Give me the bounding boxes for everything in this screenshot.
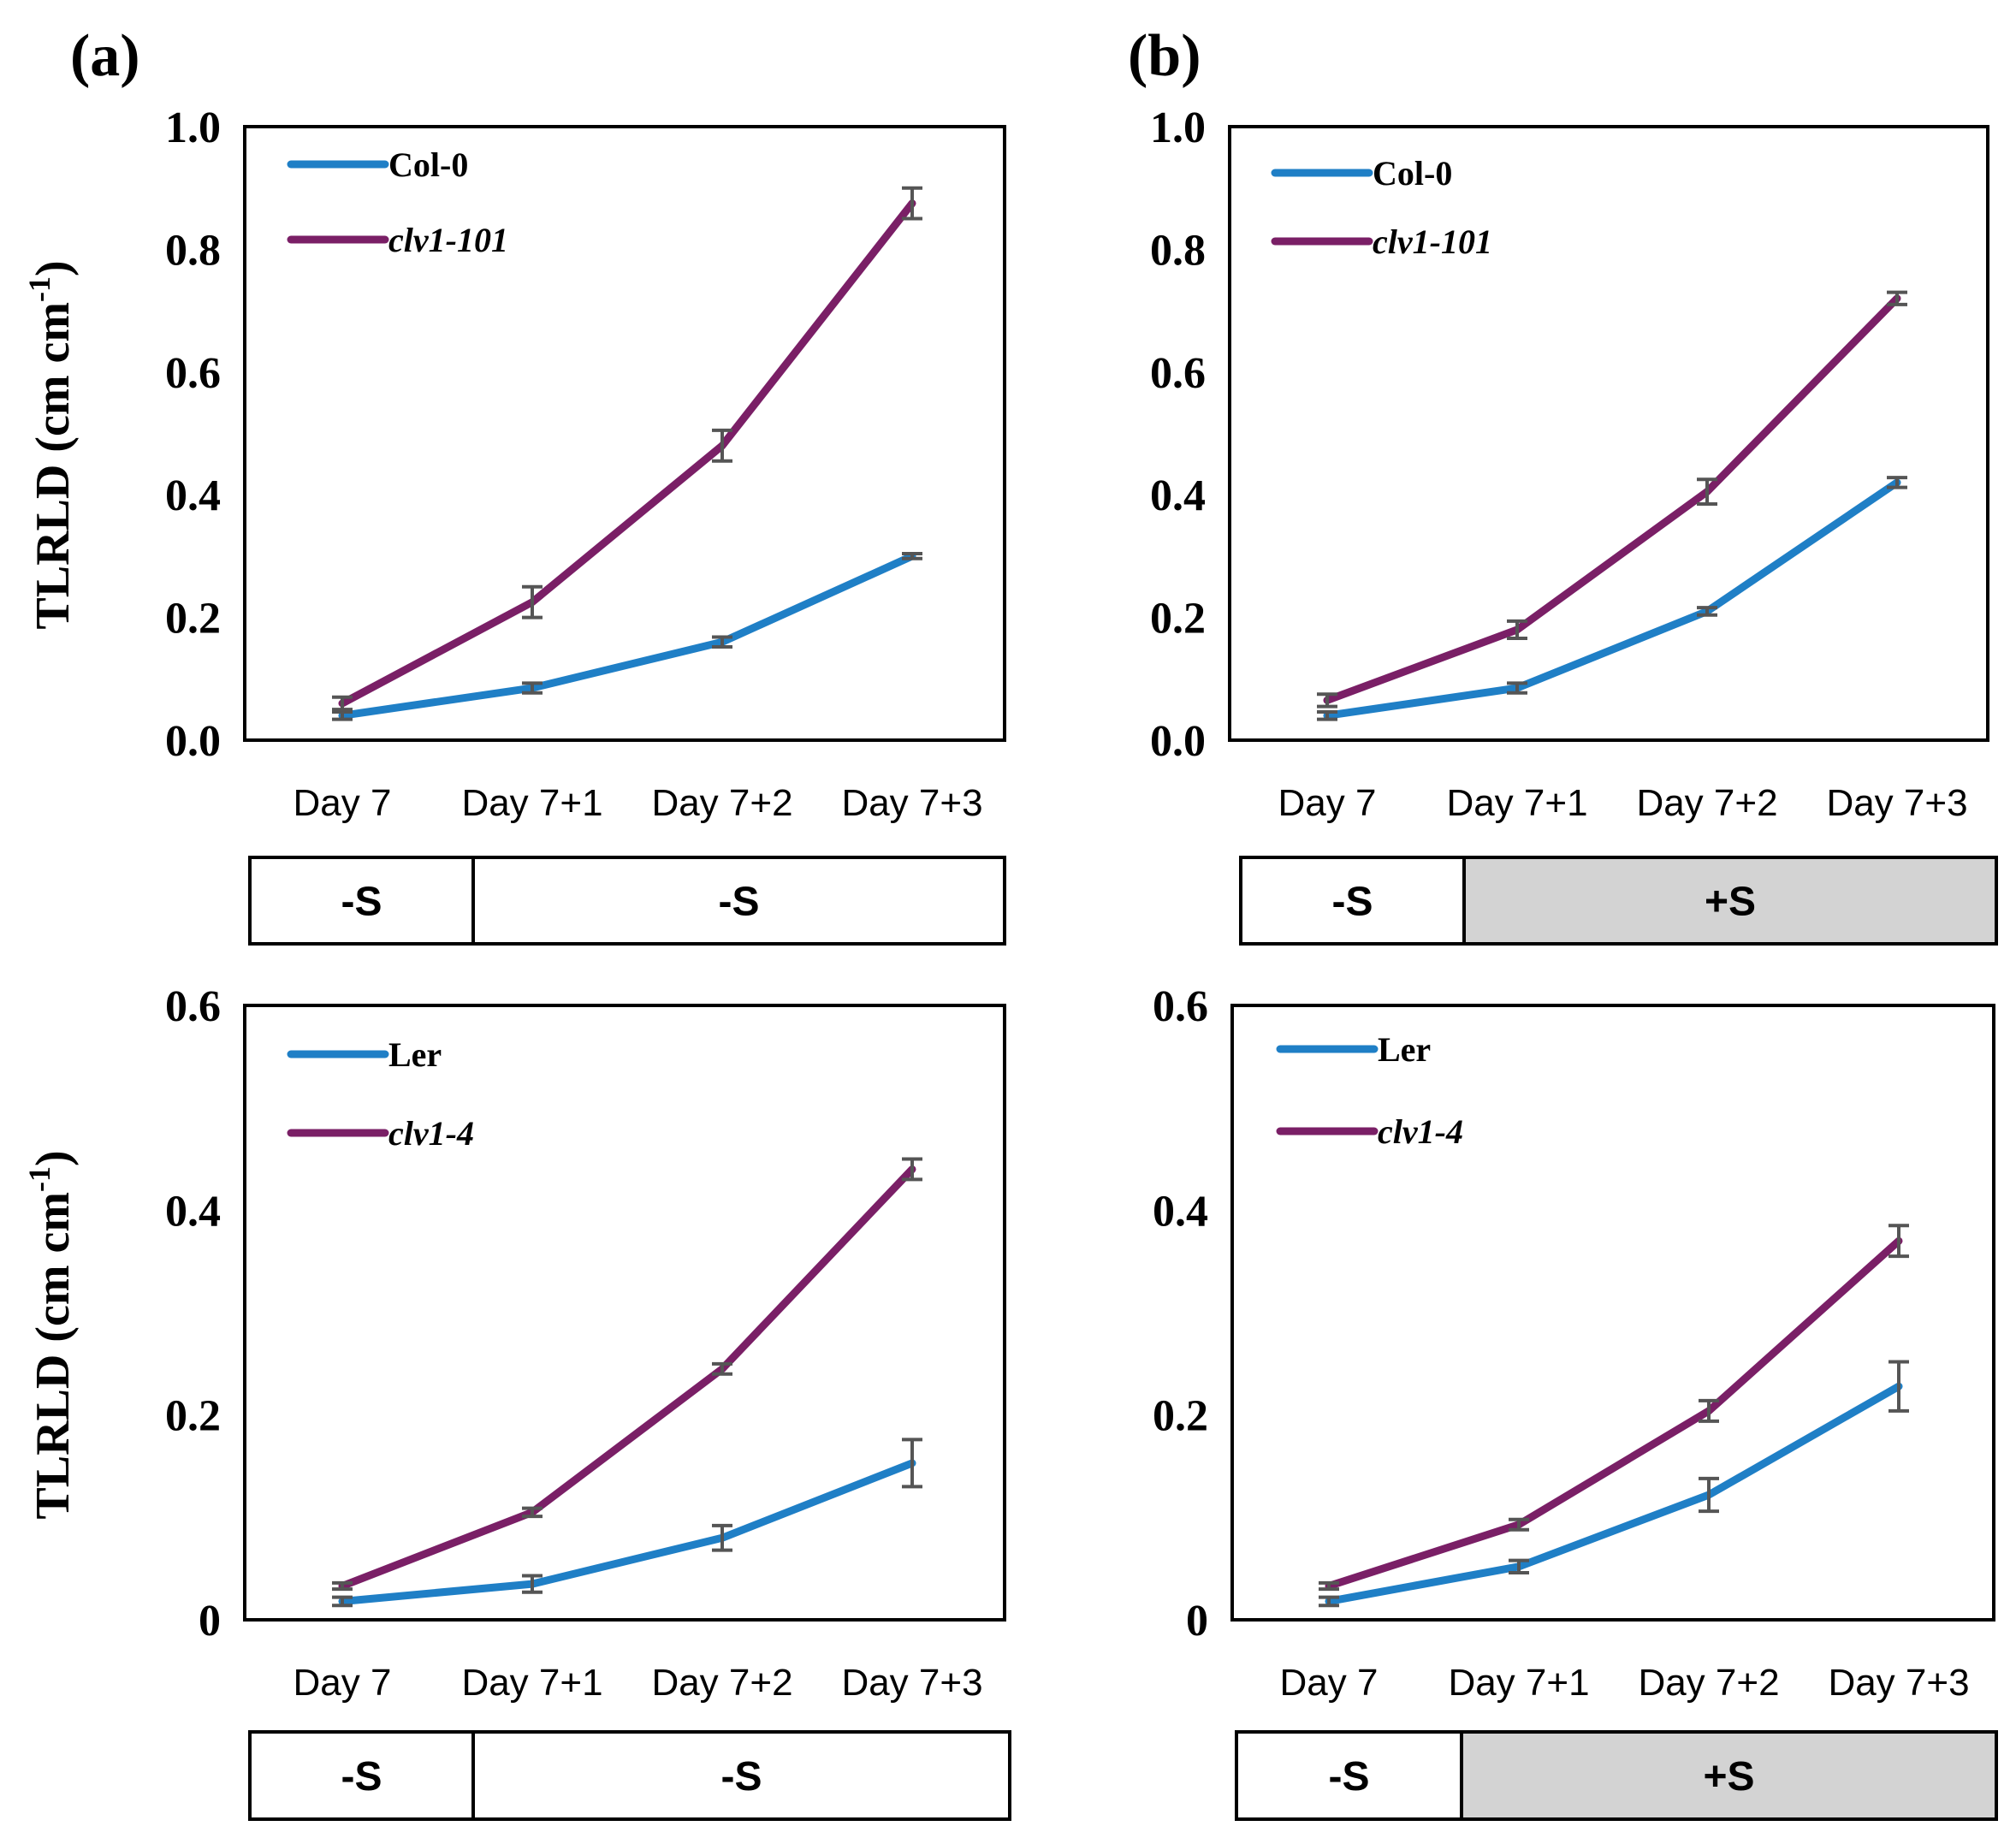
treatment-cell-2 — [471, 856, 1006, 946]
x-tick-label: Day 7+2 — [1638, 1662, 1779, 1704]
legend-label-clv1-4: clv1-4 — [388, 1114, 474, 1153]
legend-label-clv1-101: clv1-101 — [1373, 222, 1492, 261]
x-tick-label: Day 7+1 — [461, 1662, 602, 1704]
treatment-label-2: -S — [721, 1754, 762, 1799]
treatment-cell-1 — [248, 856, 475, 946]
x-tick-label: Day 7 — [1278, 782, 1377, 824]
y-tick-label: 0.2 — [1153, 1392, 1208, 1441]
y-tick-label: 0.0 — [1150, 717, 1206, 766]
treatment-label-1: -S — [1329, 1754, 1370, 1799]
series-line-clv1-4 — [1325, 1236, 1903, 1591]
panel-label-a: (a) — [70, 23, 140, 89]
chart-bottom-left: 0 0.2 0.4 0.6 Day 7 Day 7+1 Day 7+2 Day 7+3 Ler c… — [165, 982, 1011, 1821]
series-line-clv1-4 — [338, 1165, 916, 1591]
treatment-label-2: +S — [1703, 1754, 1754, 1799]
treatment-label-2: -S — [719, 880, 760, 925]
x-tick-label: Day 7+2 — [1636, 782, 1777, 824]
treatment-cell-1 — [1235, 1730, 1463, 1821]
treatment-label-1: -S — [1332, 880, 1373, 925]
plot-frame — [1230, 1004, 1995, 1622]
treatment-cell-2 — [1460, 1730, 1998, 1821]
x-tick-label: Day 7+1 — [461, 782, 602, 824]
y-tick-label: 0.4 — [165, 1187, 221, 1236]
legend-label-clv1-4: clv1-4 — [1378, 1112, 1463, 1151]
x-tick-label: Day 7+3 — [841, 782, 982, 824]
plot-frame — [243, 1004, 1006, 1622]
chart-bottom-right: 0 0.2 0.4 0.6 Day 7 Day 7+1 Day 7+2 Day 7+3 Ler c… — [1153, 982, 1998, 1821]
y-tick-label: 0.4 — [165, 471, 221, 520]
y-tick-label: 1.0 — [1150, 104, 1206, 152]
y-tick-label: 1.0 — [165, 104, 221, 152]
y-tick-label: 0.6 — [165, 349, 221, 398]
series-line-clv1-101 — [1323, 294, 1901, 704]
legend-label-Col-0: Col-0 — [1373, 154, 1452, 193]
legend-label-Col-0: Col-0 — [388, 145, 468, 184]
y-tick-label: 0.4 — [1153, 1187, 1208, 1236]
panel-label-b: (b) — [1128, 23, 1201, 89]
y-tick-label: 0.2 — [165, 1392, 221, 1441]
legend-label-Ler: Ler — [1378, 1030, 1431, 1069]
y-tick-label: 0.4 — [1150, 471, 1206, 520]
x-tick-label: Day 7+1 — [1448, 1662, 1589, 1704]
treatment-cell-1 — [248, 1730, 475, 1821]
x-tick-label: Day 7+3 — [1828, 1662, 1969, 1704]
treatment-label-2: +S — [1705, 880, 1756, 925]
series-line-Col-0 — [338, 552, 916, 720]
treatment-cell-2 — [1462, 856, 1998, 946]
x-tick-label: Day 7+2 — [651, 1662, 792, 1704]
y-tick-label: 0.2 — [1150, 595, 1206, 643]
x-tick-label: Day 7+1 — [1446, 782, 1587, 824]
series-line-clv1-101 — [338, 199, 916, 708]
x-tick-label: Day 7 — [294, 782, 392, 824]
x-tick-label: Day 7 — [294, 1662, 392, 1704]
y-axis-title-top: TLRLD (cm cm-1) — [22, 260, 80, 629]
legend-label-Ler: Ler — [388, 1035, 442, 1074]
plot-frame — [1228, 125, 1989, 742]
y-tick-label: 0.6 — [165, 982, 221, 1031]
y-tick-label: 0.6 — [1153, 982, 1208, 1031]
x-tick-label: Day 7+2 — [651, 782, 792, 824]
series-line-Col-0 — [1323, 478, 1901, 720]
series-line-Ler — [1325, 1382, 1903, 1605]
treatment-cell-2 — [471, 1730, 1011, 1821]
plot-frame — [243, 125, 1006, 742]
y-tick-label: 0 — [1186, 1597, 1208, 1645]
y-axis-title-bottom: TLRLD (cm cm-1) — [22, 1150, 80, 1519]
y-tick-label: 0 — [199, 1597, 221, 1645]
charts-container: 0.0 0.2 0.4 0.6 0.8 1.0 Day 7 Day 7+1 Day 7+2 Day… — [165, 104, 1998, 1821]
series-line-Ler — [338, 1459, 916, 1605]
y-tick-label: 0.6 — [1150, 349, 1206, 398]
treatment-label-1: -S — [341, 1754, 382, 1799]
y-tick-label: 0.2 — [165, 595, 221, 643]
y-tick-label: 0.0 — [165, 717, 221, 766]
treatment-label-1: -S — [341, 880, 382, 925]
x-tick-label: Day 7+3 — [841, 1662, 982, 1704]
chart-top-left: 0.0 0.2 0.4 0.6 0.8 1.0 Day 7 Day 7+1 Day 7+2 Day… — [165, 104, 1006, 946]
y-tick-label: 0.8 — [1150, 226, 1206, 275]
x-tick-label: Day 7 — [1280, 1662, 1379, 1704]
treatment-cell-1 — [1239, 856, 1466, 946]
y-tick-label: 0.8 — [165, 226, 221, 275]
chart-top-right: 0.0 0.2 0.4 0.6 0.8 1.0 Day 7 Day 7+1 Day 7+2 Day… — [1150, 104, 1998, 946]
legend-label-clv1-101: clv1-101 — [388, 221, 508, 259]
x-tick-label: Day 7+3 — [1826, 782, 1967, 824]
